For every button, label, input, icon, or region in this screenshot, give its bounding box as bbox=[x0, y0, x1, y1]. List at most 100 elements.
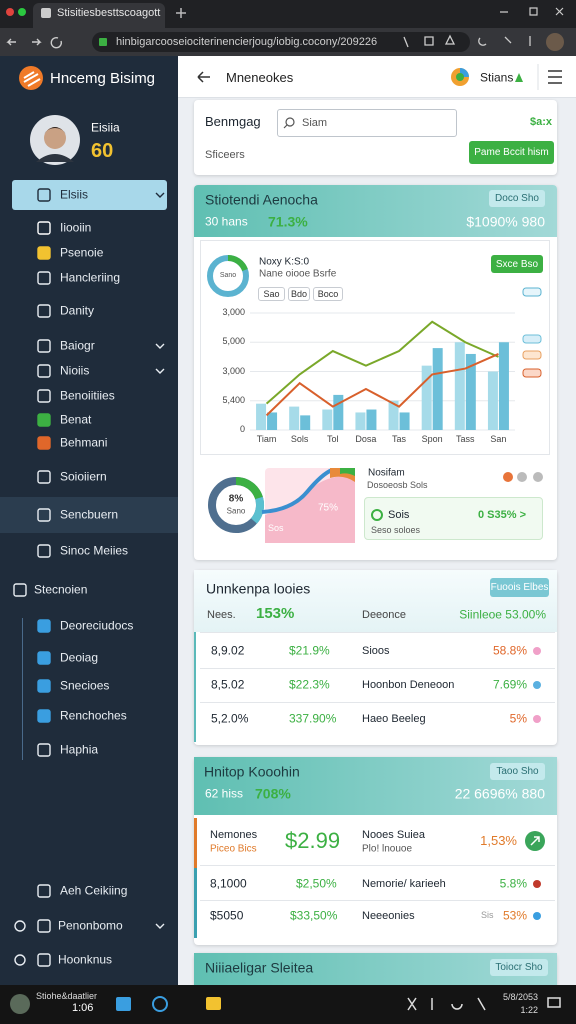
cell: 7.69% bbox=[492, 677, 527, 692]
tab-title: Stisitiesbesttscoagott bbox=[57, 6, 161, 19]
menu-item[interactable]: Deoiag bbox=[60, 650, 99, 665]
x-tick-label: Sols bbox=[290, 434, 309, 445]
menu-item[interactable]: Sinoc Meiies bbox=[60, 543, 129, 558]
donut-title: Noxy K:S:0 bbox=[259, 256, 310, 268]
menu-item[interactable]: Benoiitiies bbox=[60, 388, 115, 403]
cell: 8,9.02 bbox=[211, 643, 245, 658]
card-title: Hnitop Kooohin bbox=[204, 763, 300, 780]
cell: $2.99 bbox=[285, 827, 341, 853]
taskbar-app-name: Stiohe&daatlier bbox=[36, 991, 98, 1002]
menu-item[interactable]: Danity bbox=[60, 303, 95, 318]
taskbar-date: 5/8/2053 bbox=[502, 992, 538, 1003]
status-label: Sois bbox=[388, 508, 410, 521]
row-divider bbox=[200, 668, 555, 669]
url-text: hinbigarcooseiociterinencierjoug/iobig.c… bbox=[116, 35, 378, 48]
menu-item[interactable]: Hoonknus bbox=[58, 952, 113, 967]
donut-value: 8% bbox=[228, 493, 244, 505]
y-tick-label: 0 bbox=[239, 424, 245, 435]
card-title: Niiiaeligar Sleitea bbox=[205, 959, 314, 976]
button[interactable]: Sxce Bso bbox=[491, 255, 543, 273]
subtitle: Sficeers bbox=[205, 148, 245, 161]
row-divider bbox=[200, 702, 555, 703]
menu-item[interactable]: Behmani bbox=[60, 435, 108, 450]
button[interactable]: Toiocr Sho bbox=[490, 959, 548, 976]
card-accent bbox=[194, 632, 196, 742]
cell: Hoonbon Deneoon bbox=[362, 678, 455, 691]
menu-item[interactable]: Baiogr bbox=[60, 338, 95, 353]
summary-subtitle: Dosoeosb Sols bbox=[367, 480, 428, 491]
chip[interactable]: Sao bbox=[258, 287, 285, 301]
cell: Plo! lnouoe bbox=[362, 843, 413, 855]
status-panel bbox=[364, 497, 543, 540]
active-item bbox=[12, 180, 167, 210]
taskbar-time: 1:22 bbox=[520, 1005, 538, 1016]
stat: Nees. bbox=[207, 608, 236, 621]
donut-label: Sano bbox=[219, 272, 237, 280]
cell: Neeeonies bbox=[362, 909, 415, 922]
user-name: Eisiia bbox=[91, 120, 120, 135]
menu-item[interactable]: Nioiis bbox=[60, 363, 90, 378]
app-name: Hncemg Bisimg bbox=[50, 69, 156, 87]
row-divider bbox=[200, 900, 555, 901]
cell: 1,53% bbox=[480, 832, 517, 848]
menu-item[interactable]: Penonbomo bbox=[58, 918, 123, 933]
card-accent bbox=[194, 868, 197, 938]
page-title: Mneneokes bbox=[226, 69, 294, 85]
menu-item[interactable]: Iiooiin bbox=[60, 220, 92, 235]
menu-item[interactable]: Renchoches bbox=[60, 708, 127, 723]
search-input[interactable]: Siam bbox=[277, 109, 457, 137]
menu-item[interactable]: Soioiiern bbox=[60, 469, 107, 484]
cell: 8,5.02 bbox=[211, 677, 245, 692]
x-tick-label: Tiam bbox=[256, 434, 277, 445]
y-tick-label: 5,400 bbox=[222, 394, 245, 405]
area-label: Sos bbox=[268, 523, 284, 534]
menu-item[interactable]: Snecioes bbox=[60, 678, 110, 693]
menu-item[interactable]: Haphia bbox=[60, 742, 99, 757]
stat: 71.3% bbox=[268, 213, 308, 230]
y-tick-label: 3,000 bbox=[222, 365, 245, 376]
button[interactable]: Fuoois Elbes bbox=[490, 578, 549, 597]
cell: 5% bbox=[509, 711, 527, 726]
card-title: Benmgag bbox=[205, 113, 261, 129]
url-box bbox=[92, 32, 470, 52]
summary-title: Nosifam bbox=[368, 467, 405, 479]
menu-item[interactable]: Elsiis bbox=[60, 187, 89, 202]
button[interactable]: Pame Bccit hism bbox=[469, 141, 554, 164]
value: $a:x bbox=[530, 115, 553, 128]
button[interactable]: Taoo Sho bbox=[490, 763, 545, 780]
menu-item[interactable]: Aeh Ceikiing bbox=[60, 883, 128, 898]
cell: 5.8% bbox=[499, 876, 527, 891]
row-divider bbox=[200, 865, 555, 866]
x-tick-label: Tas bbox=[392, 434, 407, 445]
donut-label: Sano bbox=[226, 506, 246, 516]
button[interactable]: Doco Sho bbox=[489, 190, 545, 207]
stat: Siinleoe 53.00% bbox=[459, 607, 546, 622]
menu-item[interactable]: Deoreciudocs bbox=[60, 618, 134, 633]
chip[interactable]: Boco bbox=[313, 287, 343, 301]
selected-band bbox=[0, 497, 178, 533]
submenu-line bbox=[22, 618, 23, 760]
menu-item[interactable]: Benat bbox=[60, 412, 92, 427]
stat: 62 hiss bbox=[205, 786, 244, 801]
x-tick-label: Dosa bbox=[355, 434, 377, 445]
taskbar-app-time: 1:06 bbox=[72, 1001, 94, 1014]
card-title: Unnkenpa looies bbox=[206, 580, 311, 597]
cell: Piceo Bics bbox=[210, 843, 257, 855]
stat: $1090% 980 bbox=[466, 213, 545, 230]
stat: 22 6696% 880 bbox=[454, 785, 545, 802]
x-tick-label: Spon bbox=[421, 434, 443, 445]
user-label: Stians bbox=[480, 70, 514, 85]
stat: 153% bbox=[256, 604, 295, 622]
cell: $22.3% bbox=[289, 677, 330, 692]
y-tick-label: 5,000 bbox=[222, 336, 245, 347]
menu-item[interactable]: Hancleriing bbox=[60, 270, 121, 285]
cell: Nooes Suiea bbox=[362, 828, 425, 841]
y-tick-label: 3,000 bbox=[222, 307, 245, 318]
menu-item[interactable]: Sencbuern bbox=[60, 507, 119, 522]
cell: 53% bbox=[502, 908, 527, 923]
chip[interactable]: Bdo bbox=[288, 287, 310, 301]
cell: Sis bbox=[481, 910, 494, 921]
menu-item[interactable]: Stecnoien bbox=[34, 582, 88, 597]
menu-item[interactable]: Psenoie bbox=[60, 245, 104, 260]
cell: 337.90% bbox=[289, 711, 337, 726]
